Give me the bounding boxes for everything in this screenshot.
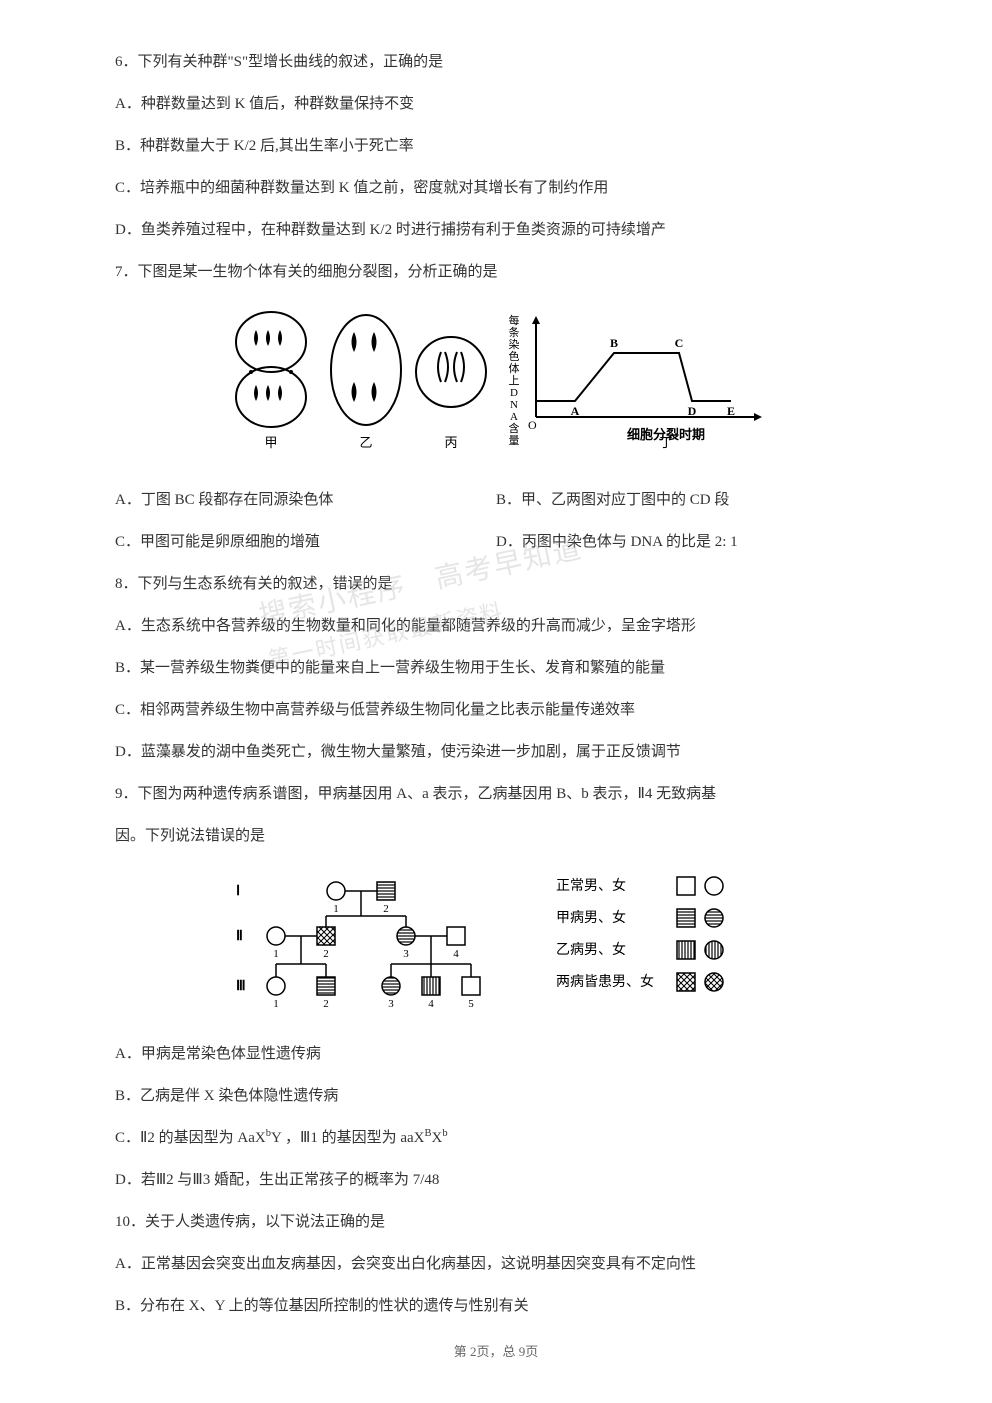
svg-text:4: 4 (428, 998, 434, 1010)
svg-text:1: 1 (273, 948, 279, 960)
svg-text:甲病男、女: 甲病男、女 (556, 909, 626, 926)
svg-text:2: 2 (383, 903, 389, 915)
q6-option-d: D．鱼类养殖过程中，在种群数量达到 K/2 时进行捕捞有利于鱼类资源的可持续增产 (115, 218, 877, 242)
svg-text:A: A (510, 411, 518, 423)
svg-text:Ⅱ: Ⅱ (236, 929, 243, 944)
q7-option-a: A．丁图 BC 段都存在同源染色体 (115, 488, 496, 512)
q9-figure: Ⅰ Ⅱ Ⅲ 1 2 1 2 3 4 1 2 3 4 5 正常男、女甲病男、女乙病男、女两病皆患男、女 (115, 866, 877, 1024)
svg-text:含: 含 (509, 421, 520, 435)
svg-text:4: 4 (453, 948, 459, 960)
svg-text:量: 量 (509, 434, 520, 447)
svg-text:N: N (510, 399, 518, 411)
svg-text:D: D (510, 387, 518, 399)
q7-figure: 甲乙丙OABCDE每条染色体上DNA含量细胞分裂时期丁 (115, 302, 877, 470)
page-footer: 第 2页，总 9页 (0, 1342, 992, 1363)
svg-text:丁: 丁 (659, 435, 672, 450)
svg-text:Ⅰ: Ⅰ (236, 884, 240, 899)
svg-text:上: 上 (509, 374, 520, 387)
q8-option-d: D．蓝藻暴发的湖中鱼类死亡，微生物大量繁殖，使污染进一步加剧，属于正反馈调节 (115, 740, 877, 764)
svg-text:条: 条 (509, 325, 520, 339)
svg-text:乙: 乙 (359, 435, 372, 450)
svg-text:D: D (688, 404, 697, 418)
svg-text:色: 色 (509, 349, 520, 363)
q9-option-d: D．若Ⅲ2 与Ⅲ3 婚配，生出正常孩子的概率为 7/48 (115, 1168, 877, 1192)
svg-text:每: 每 (509, 313, 520, 327)
svg-text:丙: 丙 (444, 435, 457, 450)
svg-text:O: O (528, 418, 537, 432)
q9-stem2: 因。下列说法错误的是 (115, 824, 877, 848)
q6-option-c: C．培养瓶中的细菌种群数量达到 K 值之前，密度就对其增长有了制约作用 (115, 176, 877, 200)
q7-option-c: C．甲图可能是卵原细胞的增殖 (115, 530, 496, 554)
q10-option-a: A．正常基因会突变出血友病基因，会突变出白化病基因，这说明基因突变具有不定向性 (115, 1252, 877, 1276)
q9-stem: 9．下图为两种遗传病系谱图，甲病基因用 A、a 表示，乙病基因用 B、b 表示，… (115, 782, 877, 806)
q8-option-b: B．某一营养级生物粪便中的能量来自上一营养级生物用于生长、发育和繁殖的能量 (115, 656, 877, 680)
svg-text:3: 3 (388, 998, 394, 1010)
q8-option-a: A．生态系统中各营养级的生物数量和同化的能量都随营养级的升高而减少，呈金字塔形 (115, 614, 877, 638)
svg-text:正常男、女: 正常男、女 (556, 877, 626, 894)
svg-text:2: 2 (323, 948, 329, 960)
svg-text:B: B (610, 336, 618, 350)
svg-text:体: 体 (509, 361, 520, 375)
q8-stem: 8．下列与生态系统有关的叙述，错误的是 (115, 572, 877, 596)
svg-text:染: 染 (509, 337, 520, 351)
q7-stem: 7．下图是某一生物个体有关的细胞分裂图，分析正确的是 (115, 260, 877, 284)
q7-option-b: B．甲、乙两图对应丁图中的 CD 段 (496, 488, 729, 512)
svg-text:甲: 甲 (264, 435, 277, 450)
q9-option-c: C．Ⅱ2 的基因型为 AaXbY ，Ⅲ1 的基因型为 aaXBXb (115, 1126, 877, 1150)
q8-option-c: C．相邻两营养级生物中高营养级与低营养级生物同化量之比表示能量传递效率 (115, 698, 877, 722)
q7-option-d: D．丙图中染色体与 DNA 的比是 2: 1 (496, 530, 738, 554)
svg-text:E: E (727, 404, 735, 418)
svg-text:2: 2 (323, 998, 329, 1010)
svg-text:两病皆患男、女: 两病皆患男、女 (556, 973, 654, 990)
svg-text:1: 1 (333, 903, 339, 915)
svg-text:1: 1 (273, 998, 279, 1010)
q9-option-b: B．乙病是伴 X 染色体隐性遗传病 (115, 1084, 877, 1108)
q6-stem: 6．下列有关种群"S"型增长曲线的叙述，正确的是 (115, 50, 877, 74)
svg-text:5: 5 (468, 998, 474, 1010)
svg-text:3: 3 (403, 948, 409, 960)
svg-text:C: C (675, 336, 684, 350)
q9-option-a: A．甲病是常染色体显性遗传病 (115, 1042, 877, 1066)
q6-option-a: A．种群数量达到 K 值后，种群数量保持不变 (115, 92, 877, 116)
svg-text:Ⅲ: Ⅲ (236, 979, 246, 994)
svg-text:A: A (571, 404, 580, 418)
q10-stem: 10．关于人类遗传病，以下说法正确的是 (115, 1210, 877, 1234)
q6-option-b: B．种群数量大于 K/2 后,其出生率小于死亡率 (115, 134, 877, 158)
q10-option-b: B．分布在 X、Y 上的等位基因所控制的性状的遗传与性别有关 (115, 1294, 877, 1318)
svg-text:乙病男、女: 乙病男、女 (556, 941, 626, 958)
